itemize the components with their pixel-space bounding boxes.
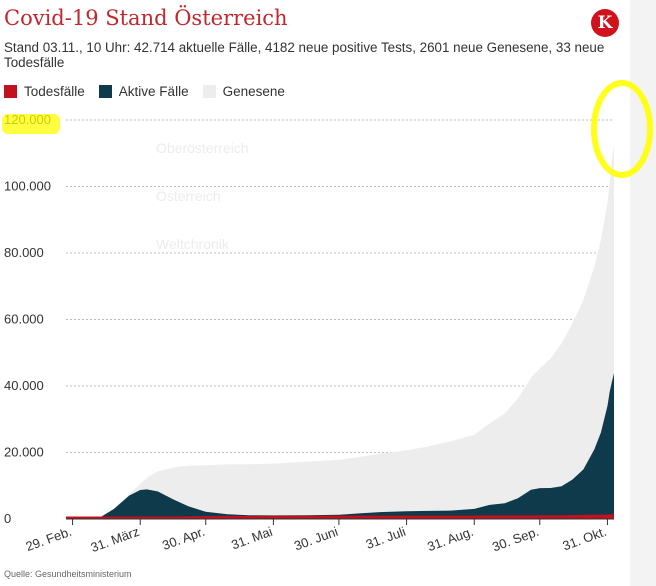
background-nav-item: Weltchronik (156, 236, 229, 252)
y-tick-label: 0 (4, 511, 11, 526)
y-tick-label: 20.000 (4, 445, 44, 460)
legend-swatch-deaths (4, 85, 17, 98)
kurier-logo-icon[interactable]: K (591, 9, 619, 37)
chart-card: Covid-19 Stand Österreich K Stand 03.11.… (4, 6, 619, 579)
x-tick-label: 31. Aug. (425, 524, 475, 554)
chart-subtitle: Stand 03.11., 10 Uhr: 42.714 aktuelle Fä… (4, 40, 605, 70)
legend-item-active[interactable]: Aktive Fälle (98, 84, 189, 99)
x-tick-label: 31. Mai (229, 524, 274, 553)
x-tick-label: 31. März (89, 524, 142, 555)
x-tick-label: 31. Okt. (561, 524, 609, 554)
y-tick-label: 120.000 (4, 112, 51, 127)
legend-label-active: Aktive Fälle (118, 84, 189, 99)
y-tick-label: 100.000 (4, 179, 51, 194)
legend-item-deaths[interactable]: Todesfälle (4, 84, 85, 99)
x-tick-label: 30. Apr. (160, 524, 207, 553)
x-tick-label: 30. Sep. (490, 524, 541, 555)
x-tick-label: 29. Feb. (24, 524, 74, 554)
legend-label-recovered: Genesene (222, 84, 285, 99)
legend-label-deaths: Todesfälle (24, 84, 85, 99)
legend-swatch-recovered (202, 85, 216, 98)
y-tick-label: 60.000 (4, 312, 44, 327)
area-aktive-f-lle[interactable] (66, 373, 614, 519)
chart-title: Covid-19 Stand Österreich (4, 6, 288, 30)
background-nav-item: Oberösterreich (156, 140, 249, 156)
series-line-todesfaelle (66, 514, 615, 519)
covid-area-chart: 0 20.000 40.000 60.000 80.000 100.000 120.000 2… (4, 112, 615, 555)
background-nav-item: Österreich (156, 188, 221, 204)
legend-item-recovered[interactable]: Genesene (202, 84, 285, 99)
chart-source: Quelle: Gesundheitsministerium (4, 569, 132, 579)
scrollbar-track[interactable] (630, 0, 656, 586)
legend-swatch-active (98, 85, 112, 98)
x-tick-label: 30. Juni (292, 524, 340, 554)
x-tick-label: 31. Juli (364, 524, 408, 552)
y-tick-label: 80.000 (4, 245, 44, 260)
area-genesene[interactable] (66, 145, 614, 519)
chart-legend: Todesfälle Aktive Fälle Genesene (4, 84, 299, 99)
y-tick-label: 40.000 (4, 378, 44, 393)
